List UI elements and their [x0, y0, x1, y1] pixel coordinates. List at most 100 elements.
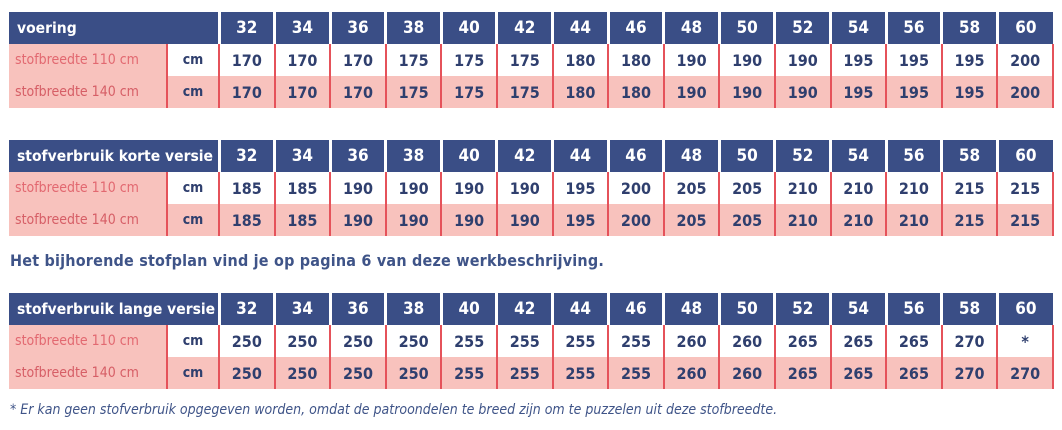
table-row: stofbreedte 110 cm cm 250 250 250 250 255 255 25… — [9, 325, 1054, 357]
size-header: 40 — [441, 293, 499, 325]
size-header: 54 — [830, 293, 888, 325]
table-row: stofbreedte 140 cm cm 170 170 170 175 175 175 18… — [9, 76, 1054, 108]
value-cell: 255 — [552, 357, 610, 389]
value-cell: 215 — [997, 204, 1054, 236]
value-cell: 190 — [719, 44, 776, 76]
size-table-0: voering 32 34 36 38 40 42 44 46 48 50 52 54 56 58 60 sto… — [9, 12, 1054, 108]
size-header: 36 — [330, 140, 388, 172]
size-header: 42 — [496, 293, 555, 325]
value-cell: 250 — [330, 357, 387, 389]
value-cell: 255 — [496, 325, 554, 357]
value-cell: 200 — [997, 44, 1054, 76]
size-header: 34 — [274, 293, 332, 325]
size-header: 60 — [997, 140, 1053, 172]
table-row: stofbreedte 110 cm cm 170 170 170 175 175 175 18… — [9, 44, 1054, 76]
size-header: 44 — [552, 293, 610, 325]
value-cell: 170 — [274, 44, 332, 76]
value-cell: 210 — [774, 204, 832, 236]
value-cell: 260 — [719, 325, 776, 357]
value-cell: 200 — [608, 172, 665, 204]
value-cell: 190 — [330, 204, 387, 236]
value-cell: 265 — [774, 357, 832, 389]
size-table-2: stofverbruik lange versie 32 34 36 38 40 42 44 4… — [9, 293, 1054, 389]
value-cell: 190 — [774, 76, 832, 108]
value-cell: 250 — [330, 325, 387, 357]
table-title: voering — [9, 12, 221, 44]
fabric-plan-note: Het bijhorende stofplan vind je op pagin… — [10, 251, 605, 270]
value-cell: 250 — [219, 357, 276, 389]
value-cell: 270 — [941, 325, 999, 357]
value-cell: 190 — [663, 44, 721, 76]
table-header-row: stofverbruik lange versie 32 34 36 38 40 42 44 4… — [9, 293, 1053, 325]
value-cell: 210 — [830, 172, 888, 204]
size-header: 48 — [663, 140, 721, 172]
value-cell: 195 — [941, 44, 999, 76]
value-cell: 170 — [219, 76, 276, 108]
size-header: 48 — [663, 293, 721, 325]
size-header: 32 — [219, 140, 277, 172]
size-header: 46 — [608, 12, 666, 44]
size-header: 60 — [997, 12, 1053, 44]
value-cell: 250 — [219, 325, 276, 357]
size-header: 60 — [997, 293, 1053, 325]
table-header-row: voering 32 34 36 38 40 42 44 46 48 50 52 54 56 58 60 — [9, 12, 1053, 44]
value-cell: 170 — [330, 44, 387, 76]
size-header: 48 — [663, 12, 721, 44]
value-cell: 185 — [274, 172, 332, 204]
value-cell: 255 — [552, 325, 610, 357]
size-header: 46 — [608, 293, 666, 325]
value-cell: 215 — [997, 172, 1054, 204]
size-header: 36 — [330, 12, 388, 44]
value-cell: 265 — [830, 357, 888, 389]
value-cell: 180 — [608, 76, 665, 108]
value-cell: 190 — [774, 44, 832, 76]
value-cell: 175 — [385, 76, 443, 108]
size-header: 50 — [719, 140, 777, 172]
size-header: 34 — [274, 12, 332, 44]
table-title: stofverbruik lange versie — [9, 293, 221, 325]
value-cell: 210 — [886, 204, 943, 236]
value-cell: 180 — [608, 44, 665, 76]
size-header: 32 — [219, 12, 277, 44]
value-cell: 255 — [608, 357, 665, 389]
size-header: 56 — [886, 293, 944, 325]
table-header-row: stofverbruik korte versie 32 34 36 38 40 42 44 4… — [9, 140, 1053, 172]
size-table-1: stofverbruik korte versie 32 34 36 38 40 42 44 4… — [9, 140, 1054, 236]
value-cell: 215 — [941, 204, 999, 236]
value-cell: 255 — [496, 357, 554, 389]
size-header: 52 — [774, 293, 833, 325]
value-cell: 190 — [496, 204, 554, 236]
value-cell: 185 — [274, 204, 332, 236]
value-cell: 260 — [719, 357, 776, 389]
value-cell: 190 — [441, 204, 498, 236]
size-header: 52 — [774, 12, 833, 44]
table-row: stofbreedte 110 cm cm 185 185 190 190 190 190 19… — [9, 172, 1054, 204]
fabric-width-label: stofbreedte 140 cm — [9, 357, 168, 389]
size-header: 44 — [552, 140, 610, 172]
size-header: 58 — [941, 140, 999, 172]
value-cell: 190 — [441, 172, 498, 204]
value-cell: 200 — [997, 76, 1054, 108]
value-cell: 255 — [608, 325, 665, 357]
value-cell: 195 — [941, 76, 999, 108]
value-cell: 195 — [886, 44, 943, 76]
value-cell: 260 — [663, 325, 721, 357]
unit-cell: cm — [167, 204, 220, 236]
value-cell: 215 — [941, 172, 999, 204]
size-header: 36 — [330, 293, 388, 325]
unit-cell: cm — [167, 44, 221, 76]
value-cell: 205 — [719, 172, 776, 204]
size-header: 40 — [441, 12, 499, 44]
value-cell: 190 — [385, 172, 443, 204]
value-cell: 170 — [330, 76, 387, 108]
value-cell: 170 — [219, 44, 276, 76]
size-header: 32 — [219, 293, 277, 325]
table-title: stofverbruik korte versie — [9, 140, 221, 172]
value-cell: 175 — [385, 44, 443, 76]
size-header: 54 — [830, 12, 888, 44]
fabric-width-label: stofbreedte 110 cm — [9, 44, 168, 76]
value-cell: 255 — [441, 357, 498, 389]
size-header: 38 — [385, 293, 443, 325]
size-header: 38 — [385, 12, 443, 44]
value-cell: 185 — [219, 172, 276, 204]
